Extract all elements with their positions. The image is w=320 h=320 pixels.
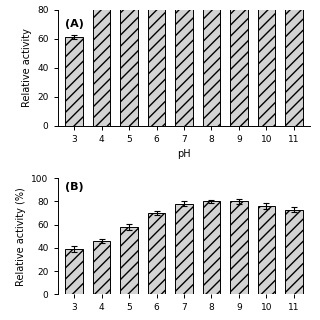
- Bar: [203, 0, 220, 126]
- Bar: [175, 0, 193, 126]
- Bar: [203, 201, 220, 294]
- Y-axis label: Relative activity: Relative activity: [21, 28, 31, 107]
- Bar: [65, 249, 83, 294]
- Text: (B): (B): [65, 182, 84, 192]
- Bar: [120, 0, 138, 126]
- Bar: [285, 0, 303, 126]
- Bar: [258, 206, 276, 294]
- Y-axis label: Relative activity (%): Relative activity (%): [16, 187, 26, 286]
- Bar: [92, 0, 110, 126]
- X-axis label: pH: pH: [177, 149, 191, 159]
- Bar: [148, 0, 165, 126]
- Bar: [92, 241, 110, 294]
- Bar: [148, 213, 165, 294]
- Bar: [65, 37, 83, 126]
- Text: (A): (A): [65, 19, 84, 29]
- Bar: [285, 210, 303, 294]
- Bar: [230, 201, 248, 294]
- Bar: [120, 227, 138, 294]
- Bar: [175, 204, 193, 294]
- Bar: [258, 0, 276, 126]
- Bar: [230, 0, 248, 126]
